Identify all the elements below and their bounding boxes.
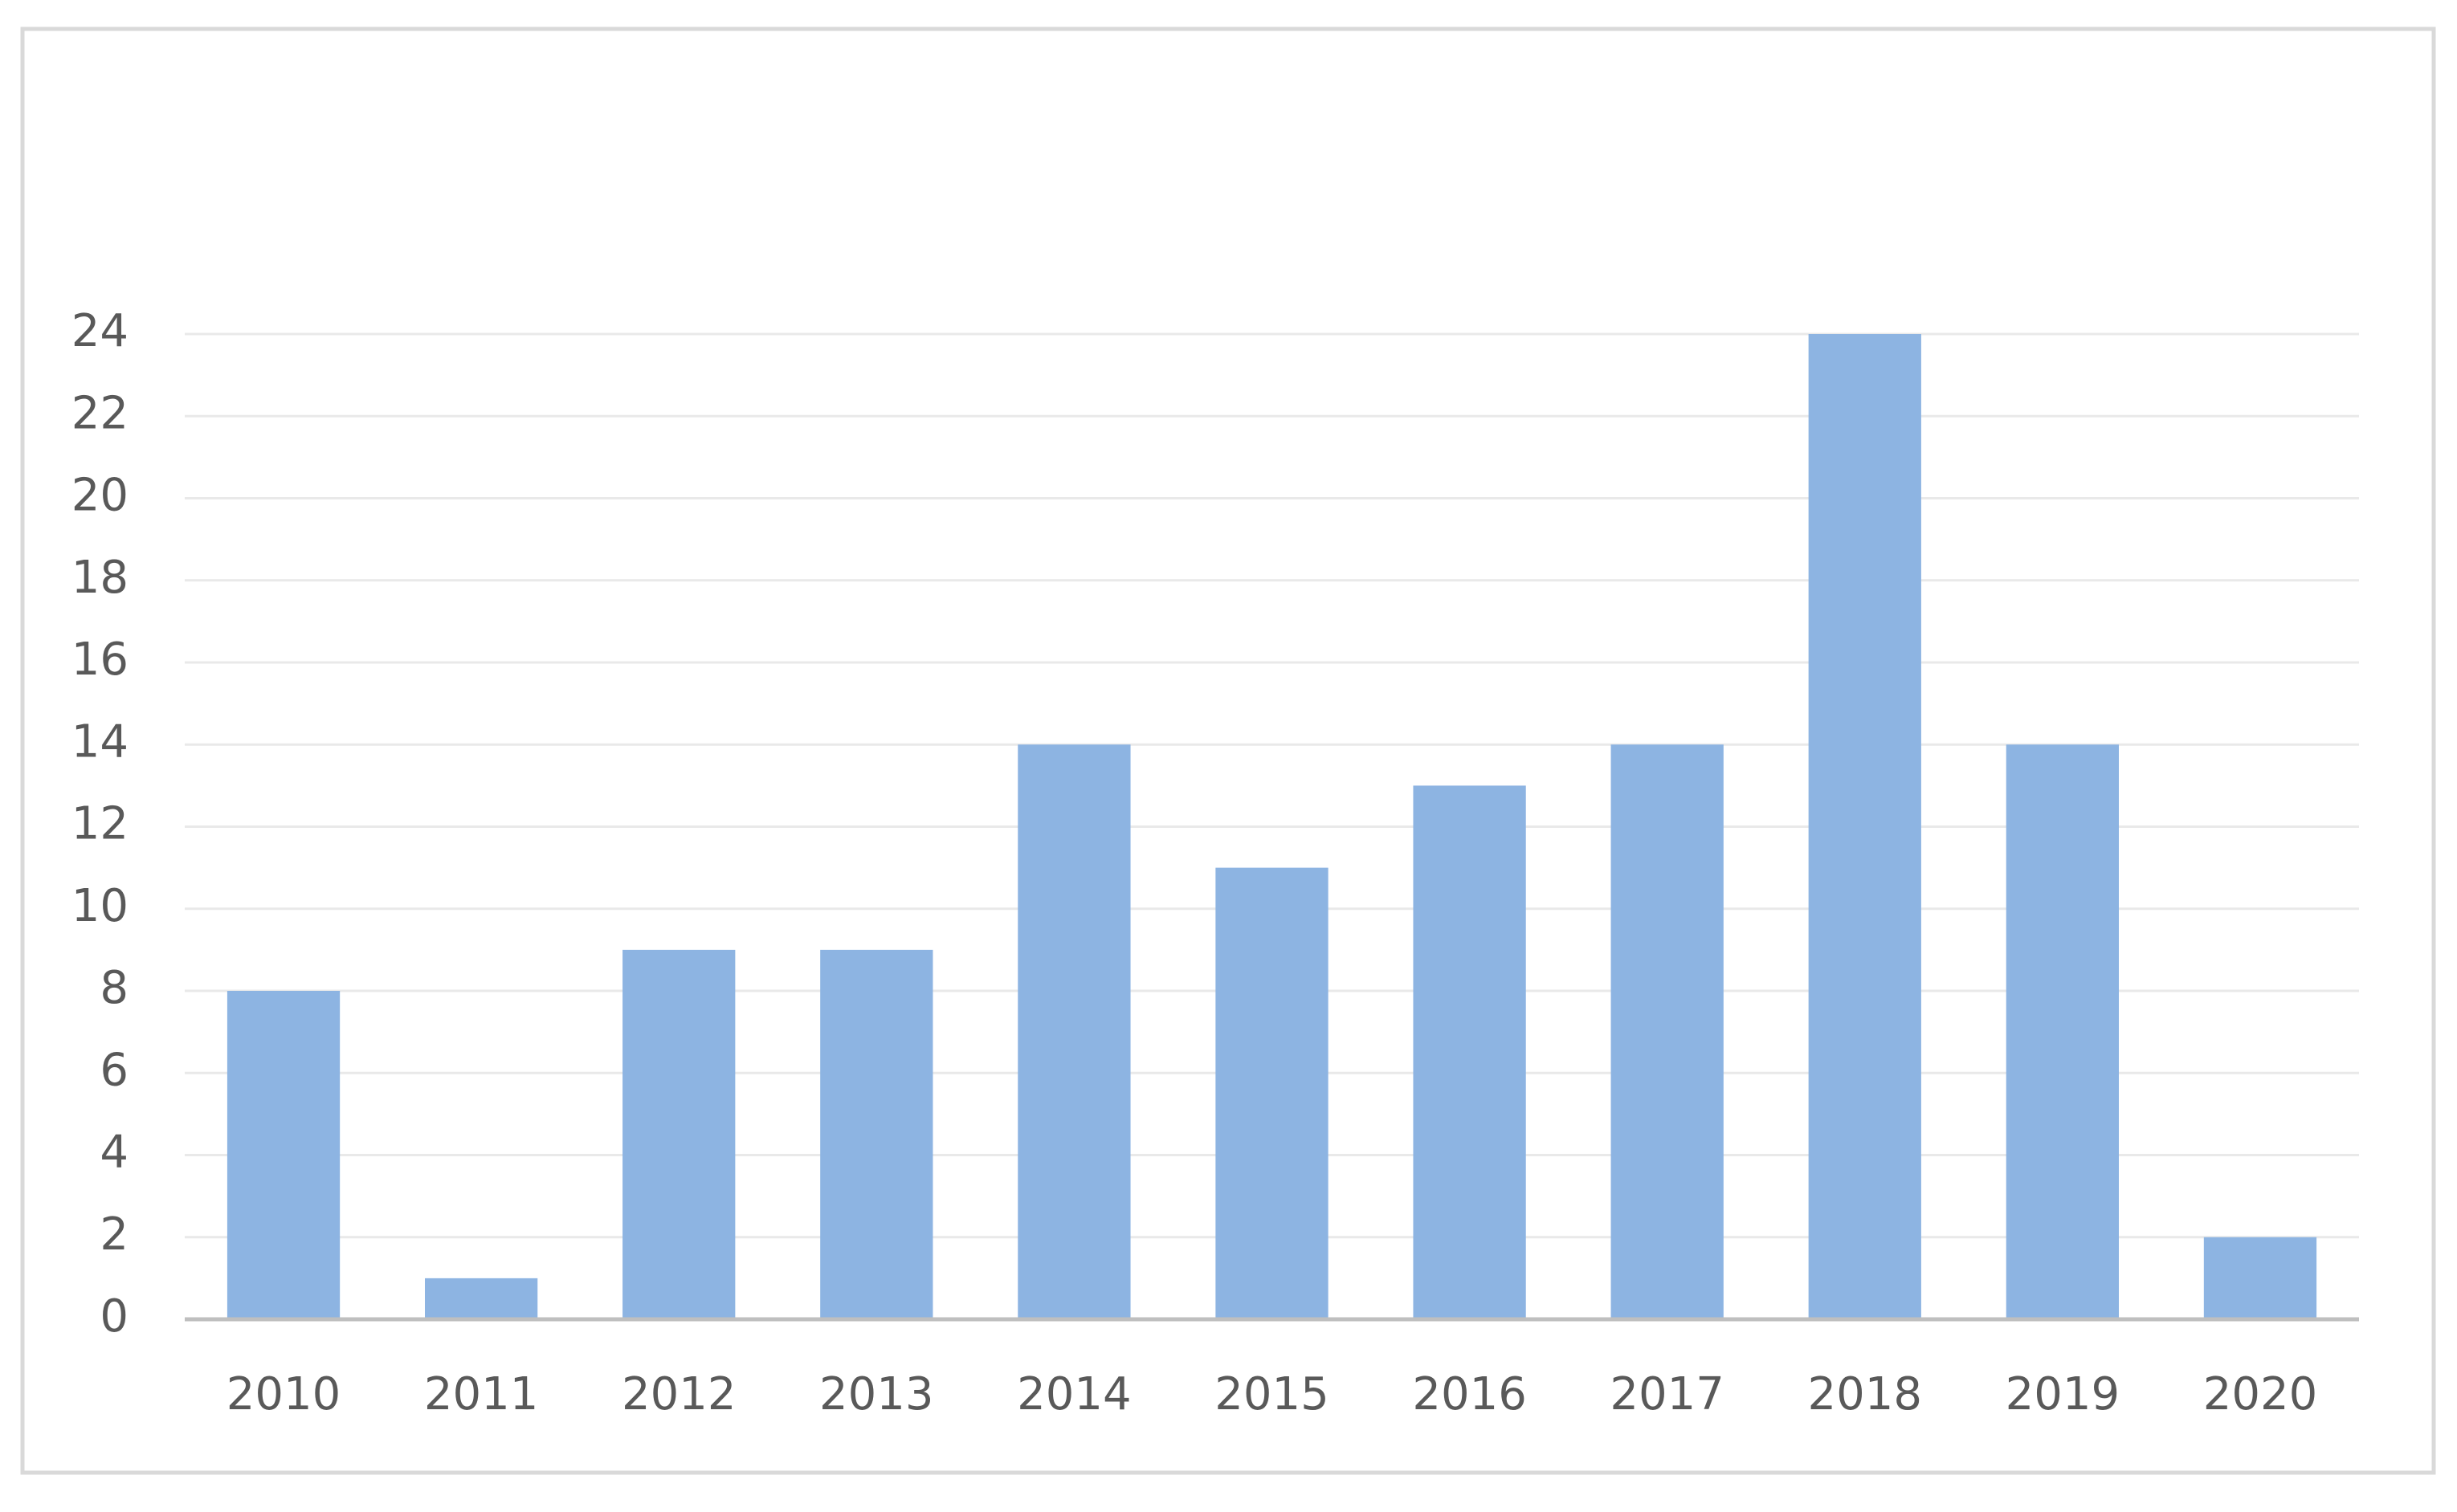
y-tick-label: 22 <box>71 387 129 439</box>
x-tick-label: 2018 <box>1808 1368 1923 1420</box>
y-tick-label: 18 <box>71 552 129 604</box>
x-tick-label: 2010 <box>227 1368 341 1420</box>
x-tick-label: 2020 <box>2203 1368 2318 1420</box>
bar <box>1610 744 1724 1319</box>
bar <box>2203 1237 2317 1319</box>
bar <box>1018 744 1131 1319</box>
x-tick-label: 2013 <box>819 1368 934 1420</box>
y-tick-label: 20 <box>71 470 129 522</box>
x-tick-label: 2014 <box>1017 1368 1132 1420</box>
x-tick-label: 2019 <box>2006 1368 2120 1420</box>
bar <box>2006 744 2119 1319</box>
y-tick-label: 16 <box>71 634 129 686</box>
y-tick-label: 12 <box>71 798 129 850</box>
x-tick-label: 2016 <box>1412 1368 1527 1420</box>
x-tick-label: 2011 <box>424 1368 539 1420</box>
bar <box>425 1278 538 1319</box>
bar <box>820 949 933 1319</box>
y-tick-label: 6 <box>100 1044 129 1096</box>
bar <box>622 949 736 1319</box>
x-tick-label: 2017 <box>1610 1368 1724 1420</box>
y-tick-label: 0 <box>100 1290 129 1343</box>
x-tick-label: 2015 <box>1214 1368 1329 1420</box>
bar <box>227 991 341 1319</box>
y-tick-label: 10 <box>71 880 129 932</box>
y-tick-label: 4 <box>100 1127 129 1179</box>
bar <box>1413 785 1526 1319</box>
x-tick-label: 2012 <box>622 1368 737 1420</box>
y-tick-label: 8 <box>100 962 129 1014</box>
y-tick-label: 24 <box>71 305 129 357</box>
y-tick-label: 2 <box>100 1208 129 1261</box>
bar <box>1215 867 1328 1319</box>
y-tick-label: 14 <box>71 715 129 768</box>
bar <box>1808 334 1921 1319</box>
